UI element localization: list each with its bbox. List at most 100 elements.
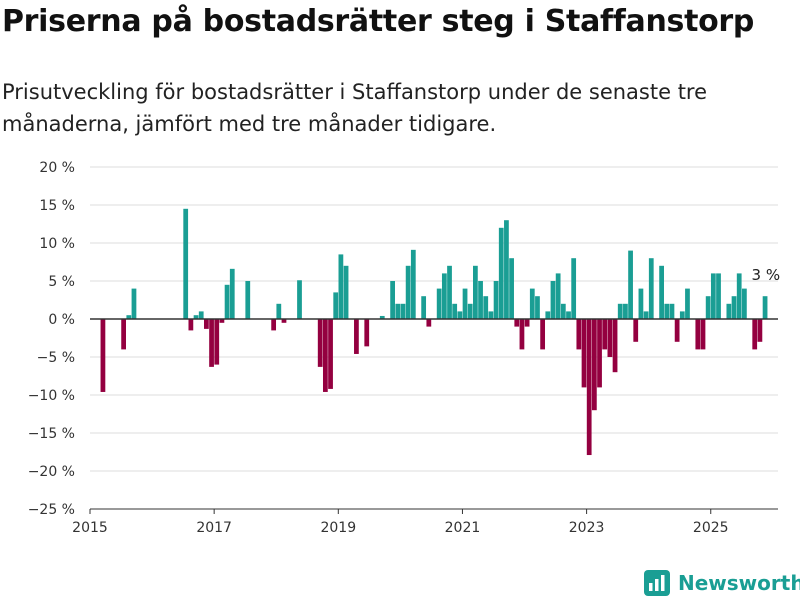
bar xyxy=(364,319,370,347)
bar xyxy=(731,296,737,319)
bar xyxy=(529,288,535,319)
bar xyxy=(493,281,499,319)
x-tick-label: 2025 xyxy=(693,520,729,536)
bar xyxy=(679,311,685,319)
bar xyxy=(333,292,339,319)
bar xyxy=(638,288,644,319)
bar xyxy=(535,296,540,319)
bar xyxy=(612,319,618,373)
bar xyxy=(700,319,706,350)
bar xyxy=(467,303,473,319)
bar xyxy=(617,303,623,319)
bar xyxy=(633,319,639,342)
bar xyxy=(100,319,106,392)
axes xyxy=(90,318,778,510)
bar xyxy=(343,265,349,319)
bar xyxy=(550,281,556,319)
latest-value-label: 3 % xyxy=(752,266,781,284)
bar xyxy=(757,319,763,342)
bar xyxy=(591,319,597,411)
bar xyxy=(628,250,633,319)
bar xyxy=(400,303,406,319)
y-tick-label: −25 % xyxy=(28,502,75,518)
bar xyxy=(121,319,126,350)
x-tick-label: 2023 xyxy=(569,520,605,536)
bar xyxy=(705,296,711,319)
bar xyxy=(669,303,675,319)
bar xyxy=(405,265,411,319)
x-axis-ticks: 2015 2017 2019 2021 2023 2025 xyxy=(72,509,729,536)
x-tick-label: 2017 xyxy=(196,520,232,536)
bar xyxy=(193,315,199,319)
brand-name: Newsworthy xyxy=(678,571,800,595)
bar xyxy=(586,319,592,456)
bar xyxy=(281,319,287,323)
y-tick-label: −20 % xyxy=(28,464,75,480)
bar xyxy=(436,288,442,319)
y-axis-ticks: 20 % 15 % 10 % 5 % 0 % −5 % −10 % −15 % −20 % −25… xyxy=(28,160,75,518)
bar xyxy=(716,273,721,319)
bar xyxy=(297,280,302,319)
bar-chart: 20 % 15 % 10 % 5 % 0 % −5 % −10 % −15 % −20 % −25… xyxy=(28,160,781,536)
bar xyxy=(488,311,494,319)
bar xyxy=(126,315,132,319)
bar xyxy=(328,319,333,389)
bar-chart-logo-icon xyxy=(644,570,670,596)
bar xyxy=(452,303,458,319)
bar xyxy=(710,273,716,319)
bar xyxy=(441,273,447,319)
y-tick-label: 15 % xyxy=(39,198,75,214)
bar xyxy=(379,315,385,319)
bar xyxy=(736,273,742,319)
bar xyxy=(762,296,768,319)
bar xyxy=(188,319,194,331)
y-tick-label: 0 % xyxy=(48,312,75,328)
bar xyxy=(473,265,478,319)
bar xyxy=(421,296,427,319)
bar xyxy=(354,319,359,354)
bar xyxy=(209,319,214,367)
bar xyxy=(648,258,654,319)
bar xyxy=(317,319,323,367)
bar xyxy=(514,319,520,327)
bar xyxy=(560,303,566,319)
bar xyxy=(602,319,608,350)
bar xyxy=(183,208,189,319)
y-tick-label: −10 % xyxy=(28,388,75,404)
bar xyxy=(509,258,514,319)
bar xyxy=(276,303,282,319)
bar xyxy=(457,311,463,319)
bar xyxy=(752,319,758,350)
bar xyxy=(664,303,670,319)
bar xyxy=(659,265,664,319)
bar xyxy=(198,311,204,319)
bars xyxy=(100,208,768,456)
bar xyxy=(410,249,416,319)
bar xyxy=(271,319,277,331)
bar xyxy=(219,319,225,323)
bar xyxy=(204,319,209,329)
chart-subtitle: Prisutveckling för bostadsrätter i Staff… xyxy=(2,80,708,136)
bar xyxy=(540,319,546,350)
bar xyxy=(623,303,628,319)
bar xyxy=(395,303,401,319)
bar xyxy=(597,319,602,388)
bar xyxy=(674,319,680,342)
x-tick-label: 2021 xyxy=(445,520,481,536)
bar xyxy=(576,319,582,350)
bar xyxy=(581,319,587,388)
y-tick-label: 10 % xyxy=(39,236,75,252)
bar xyxy=(338,254,344,319)
bar xyxy=(726,303,732,319)
x-tick-label: 2015 xyxy=(72,520,108,536)
bar xyxy=(519,319,525,350)
bar xyxy=(447,265,452,319)
bar xyxy=(322,319,328,392)
bar xyxy=(229,268,235,319)
bar xyxy=(643,311,649,319)
bar xyxy=(214,319,220,365)
y-tick-label: −15 % xyxy=(28,426,75,442)
y-tick-label: −5 % xyxy=(37,350,75,366)
brand: Newsworthy xyxy=(644,568,800,598)
y-tick-label: 20 % xyxy=(39,160,75,176)
